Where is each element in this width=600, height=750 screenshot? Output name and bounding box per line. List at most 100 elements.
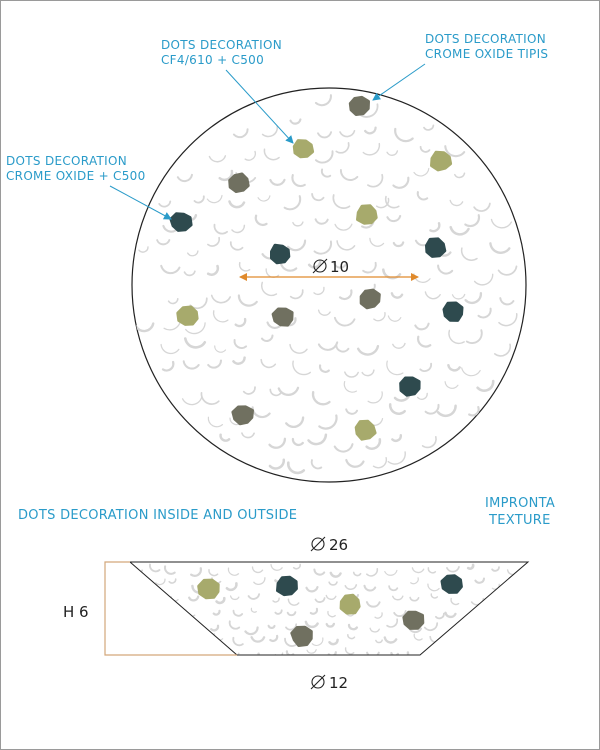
crater-mark (229, 241, 244, 251)
crater-mark (499, 297, 515, 306)
callout-tipis-line2: CROME OXIDE TIPIS (425, 47, 548, 61)
crater-mark (291, 437, 304, 447)
crater-mark (311, 390, 331, 406)
crater-mark (284, 637, 298, 647)
crater-mark (241, 432, 255, 439)
crater-mark (421, 436, 437, 449)
crater-mark (237, 294, 258, 307)
crater-mark (134, 322, 155, 333)
crater-mark (509, 609, 523, 617)
crater-mark (314, 218, 329, 225)
crater-mark (392, 241, 405, 248)
crater-mark (184, 622, 198, 630)
crater-mark (218, 169, 234, 182)
crater-mark (447, 363, 461, 372)
crater-mark (286, 239, 307, 252)
crater-mark (366, 651, 380, 655)
crater-mark (333, 261, 348, 269)
crater-mark (444, 381, 459, 389)
decoration-dot (356, 204, 378, 225)
crater-mark (444, 611, 457, 619)
decoration-dot (339, 593, 361, 615)
crater-mark (292, 221, 304, 227)
crater-mark (336, 240, 356, 251)
crater-mark (451, 634, 464, 642)
crater-mark (489, 242, 511, 254)
crater-mark (444, 145, 466, 158)
decoration-dot (348, 95, 370, 116)
crater-mark (311, 193, 325, 202)
crater-mark (155, 578, 166, 586)
crater-mark (212, 609, 221, 616)
crater-mark (423, 622, 439, 632)
crater-mark (386, 150, 399, 156)
crater-mark (163, 565, 176, 575)
crater-mark (313, 286, 325, 296)
crater-mark (185, 322, 206, 335)
crater-mark (207, 359, 223, 369)
crater-mark (311, 637, 324, 646)
crater-mark (390, 651, 400, 655)
crater-mark (328, 638, 339, 646)
crater-mark (207, 236, 221, 247)
crater-mark (451, 293, 466, 300)
crater-mark (286, 461, 306, 475)
crater-mark (317, 131, 333, 139)
crater-mark (473, 202, 491, 212)
crater-mark (242, 386, 256, 395)
crater-mark (430, 593, 439, 599)
crater-mark (138, 246, 149, 253)
crater-mark (232, 636, 244, 647)
crater-mark (313, 240, 333, 255)
crater-mark (318, 364, 330, 373)
decoration-dot (399, 376, 421, 397)
crater-mark (238, 261, 251, 272)
crater-mark (413, 167, 430, 177)
crater-mark (228, 200, 246, 209)
crater-mark (498, 313, 518, 327)
crater-mark (333, 316, 356, 327)
height-bracket (104, 561, 237, 656)
crater-mark (474, 608, 483, 614)
crater-mark (429, 222, 441, 233)
crater-mark (344, 371, 359, 378)
crater-mark (133, 595, 146, 602)
crater-mark (292, 360, 311, 376)
crater-mark (232, 128, 249, 139)
crater-mark (419, 145, 431, 153)
crater-mark (156, 239, 171, 246)
crater-mark (497, 265, 518, 276)
crater-mark (427, 583, 440, 592)
crater-mark (363, 584, 377, 592)
crater-mark (210, 624, 220, 632)
crater-mark (449, 225, 470, 236)
decoration-dot (442, 301, 464, 322)
crater-mark (207, 416, 224, 428)
crater-mark (419, 362, 433, 372)
crater-mark (509, 581, 519, 587)
crater-mark (365, 438, 382, 450)
crater-mark (387, 315, 402, 322)
crater-mark (313, 568, 326, 576)
callout-cf4-line2: CF4/610 + C500 (161, 53, 264, 67)
crater-mark (450, 597, 460, 606)
crater-mark (327, 610, 336, 618)
crater-mark (477, 307, 492, 319)
crater-mark (466, 563, 475, 570)
crater-mark (347, 623, 359, 631)
crater-mark (229, 595, 240, 601)
crater-mark (257, 195, 271, 202)
crater-mark (423, 124, 435, 131)
crater-mark (261, 125, 279, 138)
crater-mark (345, 458, 365, 468)
crater-mark (392, 176, 410, 189)
diameter-icon (312, 258, 328, 274)
crater-mark (464, 292, 483, 305)
crater-mark (491, 636, 505, 647)
crater-mark (375, 639, 383, 644)
bottom-diameter-value: 12 (329, 674, 348, 692)
crater-mark (471, 626, 482, 633)
crater-mark (361, 369, 375, 377)
crater-mark (171, 619, 183, 627)
